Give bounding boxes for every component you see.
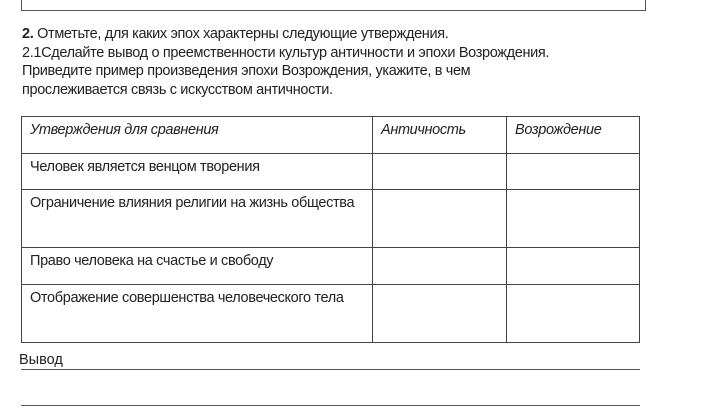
- table-header-row: Утверждения для сравнения Античность Воз…: [21, 116, 640, 154]
- table-row: Ограничение влияния религии на жизнь общ…: [21, 189, 640, 248]
- task-line-2: 2.1Сделайте вывод о преемственности куль…: [22, 44, 550, 61]
- antiquity-cell[interactable]: [372, 153, 507, 190]
- task-text: 2. Отметьте, для каких эпох характерны с…: [22, 25, 692, 99]
- renaissance-cell[interactable]: [506, 153, 640, 190]
- renaissance-cell[interactable]: [506, 189, 640, 248]
- table-row: Отображение совершенства человеческого т…: [21, 284, 640, 343]
- table-row: Право человека на счастье и свободу: [21, 247, 640, 285]
- task-line-4: прослеживается связь с искусством античн…: [22, 81, 333, 98]
- statement-cell: Человек является венцом творения: [21, 153, 373, 190]
- header-antiquity: Античность: [372, 116, 507, 154]
- statement-cell: Право человека на счастье и свободу: [21, 247, 373, 285]
- antiquity-cell[interactable]: [372, 247, 507, 285]
- task-line-1: 2. Отметьте, для каких эпох характерны с…: [22, 26, 449, 42]
- table-row: Человек является венцом творения: [21, 153, 640, 190]
- header-statements: Утверждения для сравнения: [21, 116, 373, 154]
- conclusion-label: Вывод: [19, 352, 63, 368]
- statement-cell: Отображение совершенства человеческого т…: [21, 284, 373, 343]
- conclusion-line-2[interactable]: [21, 405, 640, 406]
- previous-task-box: [21, 0, 646, 11]
- statement-cell: Ограничение влияния религии на жизнь общ…: [21, 189, 373, 248]
- task-line-3: Приведите пример произведения эпохи Возр…: [22, 63, 471, 80]
- renaissance-cell[interactable]: [506, 284, 640, 343]
- header-renaissance: Возрождение: [506, 116, 640, 154]
- antiquity-cell[interactable]: [372, 284, 507, 343]
- task-number: 2.: [22, 26, 34, 42]
- antiquity-cell[interactable]: [372, 189, 507, 248]
- comparison-table: Утверждения для сравнения Античность Воз…: [21, 116, 640, 343]
- conclusion-line-1[interactable]: [21, 369, 640, 370]
- renaissance-cell[interactable]: [506, 247, 640, 285]
